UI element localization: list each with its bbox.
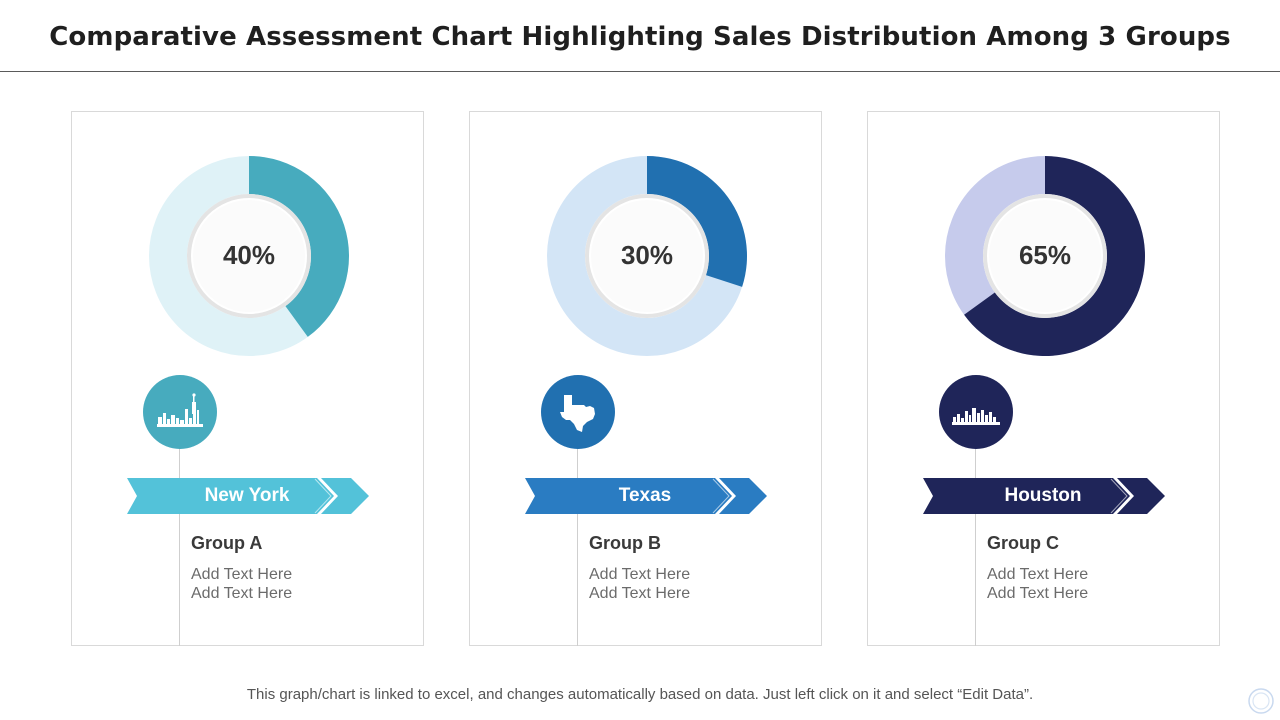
city-badge bbox=[541, 375, 615, 449]
ribbon-tip bbox=[719, 478, 767, 514]
ribbon-body bbox=[923, 478, 1130, 514]
donut-center bbox=[987, 198, 1103, 314]
donut-slice-value bbox=[964, 156, 1145, 356]
group-title: Group C bbox=[987, 533, 1059, 553]
city-label: New York bbox=[204, 485, 290, 506]
page-title: Comparative Assessment Chart Highlightin… bbox=[49, 22, 1231, 52]
donut-center bbox=[589, 198, 705, 314]
city-ribbon bbox=[525, 478, 767, 514]
city-label: Texas bbox=[618, 485, 672, 506]
texas-map-icon bbox=[560, 395, 595, 432]
donut-chart-new-york[interactable] bbox=[147, 154, 351, 358]
ribbon-tip bbox=[1117, 478, 1165, 514]
group-card-texas: 30% Texas Group B Add Text Here Add Text… bbox=[469, 111, 822, 646]
city-badge bbox=[143, 375, 217, 449]
connector-line bbox=[975, 412, 976, 646]
city-badge bbox=[939, 375, 1013, 449]
group-title: Group A bbox=[191, 533, 263, 553]
donut-center bbox=[191, 198, 307, 314]
group-text-line-2[interactable]: Add Text Here bbox=[191, 585, 293, 602]
footer-note: This graph/chart is linked to excel, and… bbox=[246, 686, 1034, 703]
ribbon-body bbox=[127, 478, 334, 514]
group-text-line-1[interactable]: Add Text Here bbox=[191, 566, 293, 583]
loading-circle-icon bbox=[1248, 688, 1274, 714]
donut-chart-houston[interactable] bbox=[943, 154, 1147, 358]
donut-chart-texas[interactable] bbox=[545, 154, 749, 358]
group-title: Group B bbox=[589, 533, 661, 553]
city-ribbon bbox=[923, 478, 1165, 514]
donut-slice-value bbox=[249, 156, 349, 337]
group-text-line-2[interactable]: Add Text Here bbox=[987, 585, 1089, 602]
group-text-line-1[interactable]: Add Text Here bbox=[589, 566, 691, 583]
title-divider bbox=[0, 71, 1280, 72]
city-ribbon bbox=[127, 478, 369, 514]
donut-value-label: 30% bbox=[620, 240, 674, 270]
group-card-houston: 65% Houston Group C Add Text Her bbox=[867, 111, 1220, 646]
ribbon-tip bbox=[321, 478, 369, 514]
donut-value-label: 65% bbox=[1018, 240, 1072, 270]
donut-value-label: 40% bbox=[222, 240, 276, 270]
ribbon-body bbox=[525, 478, 732, 514]
group-card-new-york: 40% New York Gro bbox=[71, 111, 424, 646]
group-text-line-2[interactable]: Add Text Here bbox=[589, 585, 691, 602]
group-text-line-1[interactable]: Add Text Here bbox=[987, 566, 1089, 583]
connector-line bbox=[179, 412, 180, 646]
city-skyline-icon bbox=[952, 408, 1000, 425]
connector-line bbox=[577, 412, 578, 646]
statue-of-liberty-skyline-icon bbox=[157, 393, 203, 427]
donut-slice-value bbox=[647, 156, 747, 287]
city-label: Houston bbox=[1004, 485, 1082, 506]
